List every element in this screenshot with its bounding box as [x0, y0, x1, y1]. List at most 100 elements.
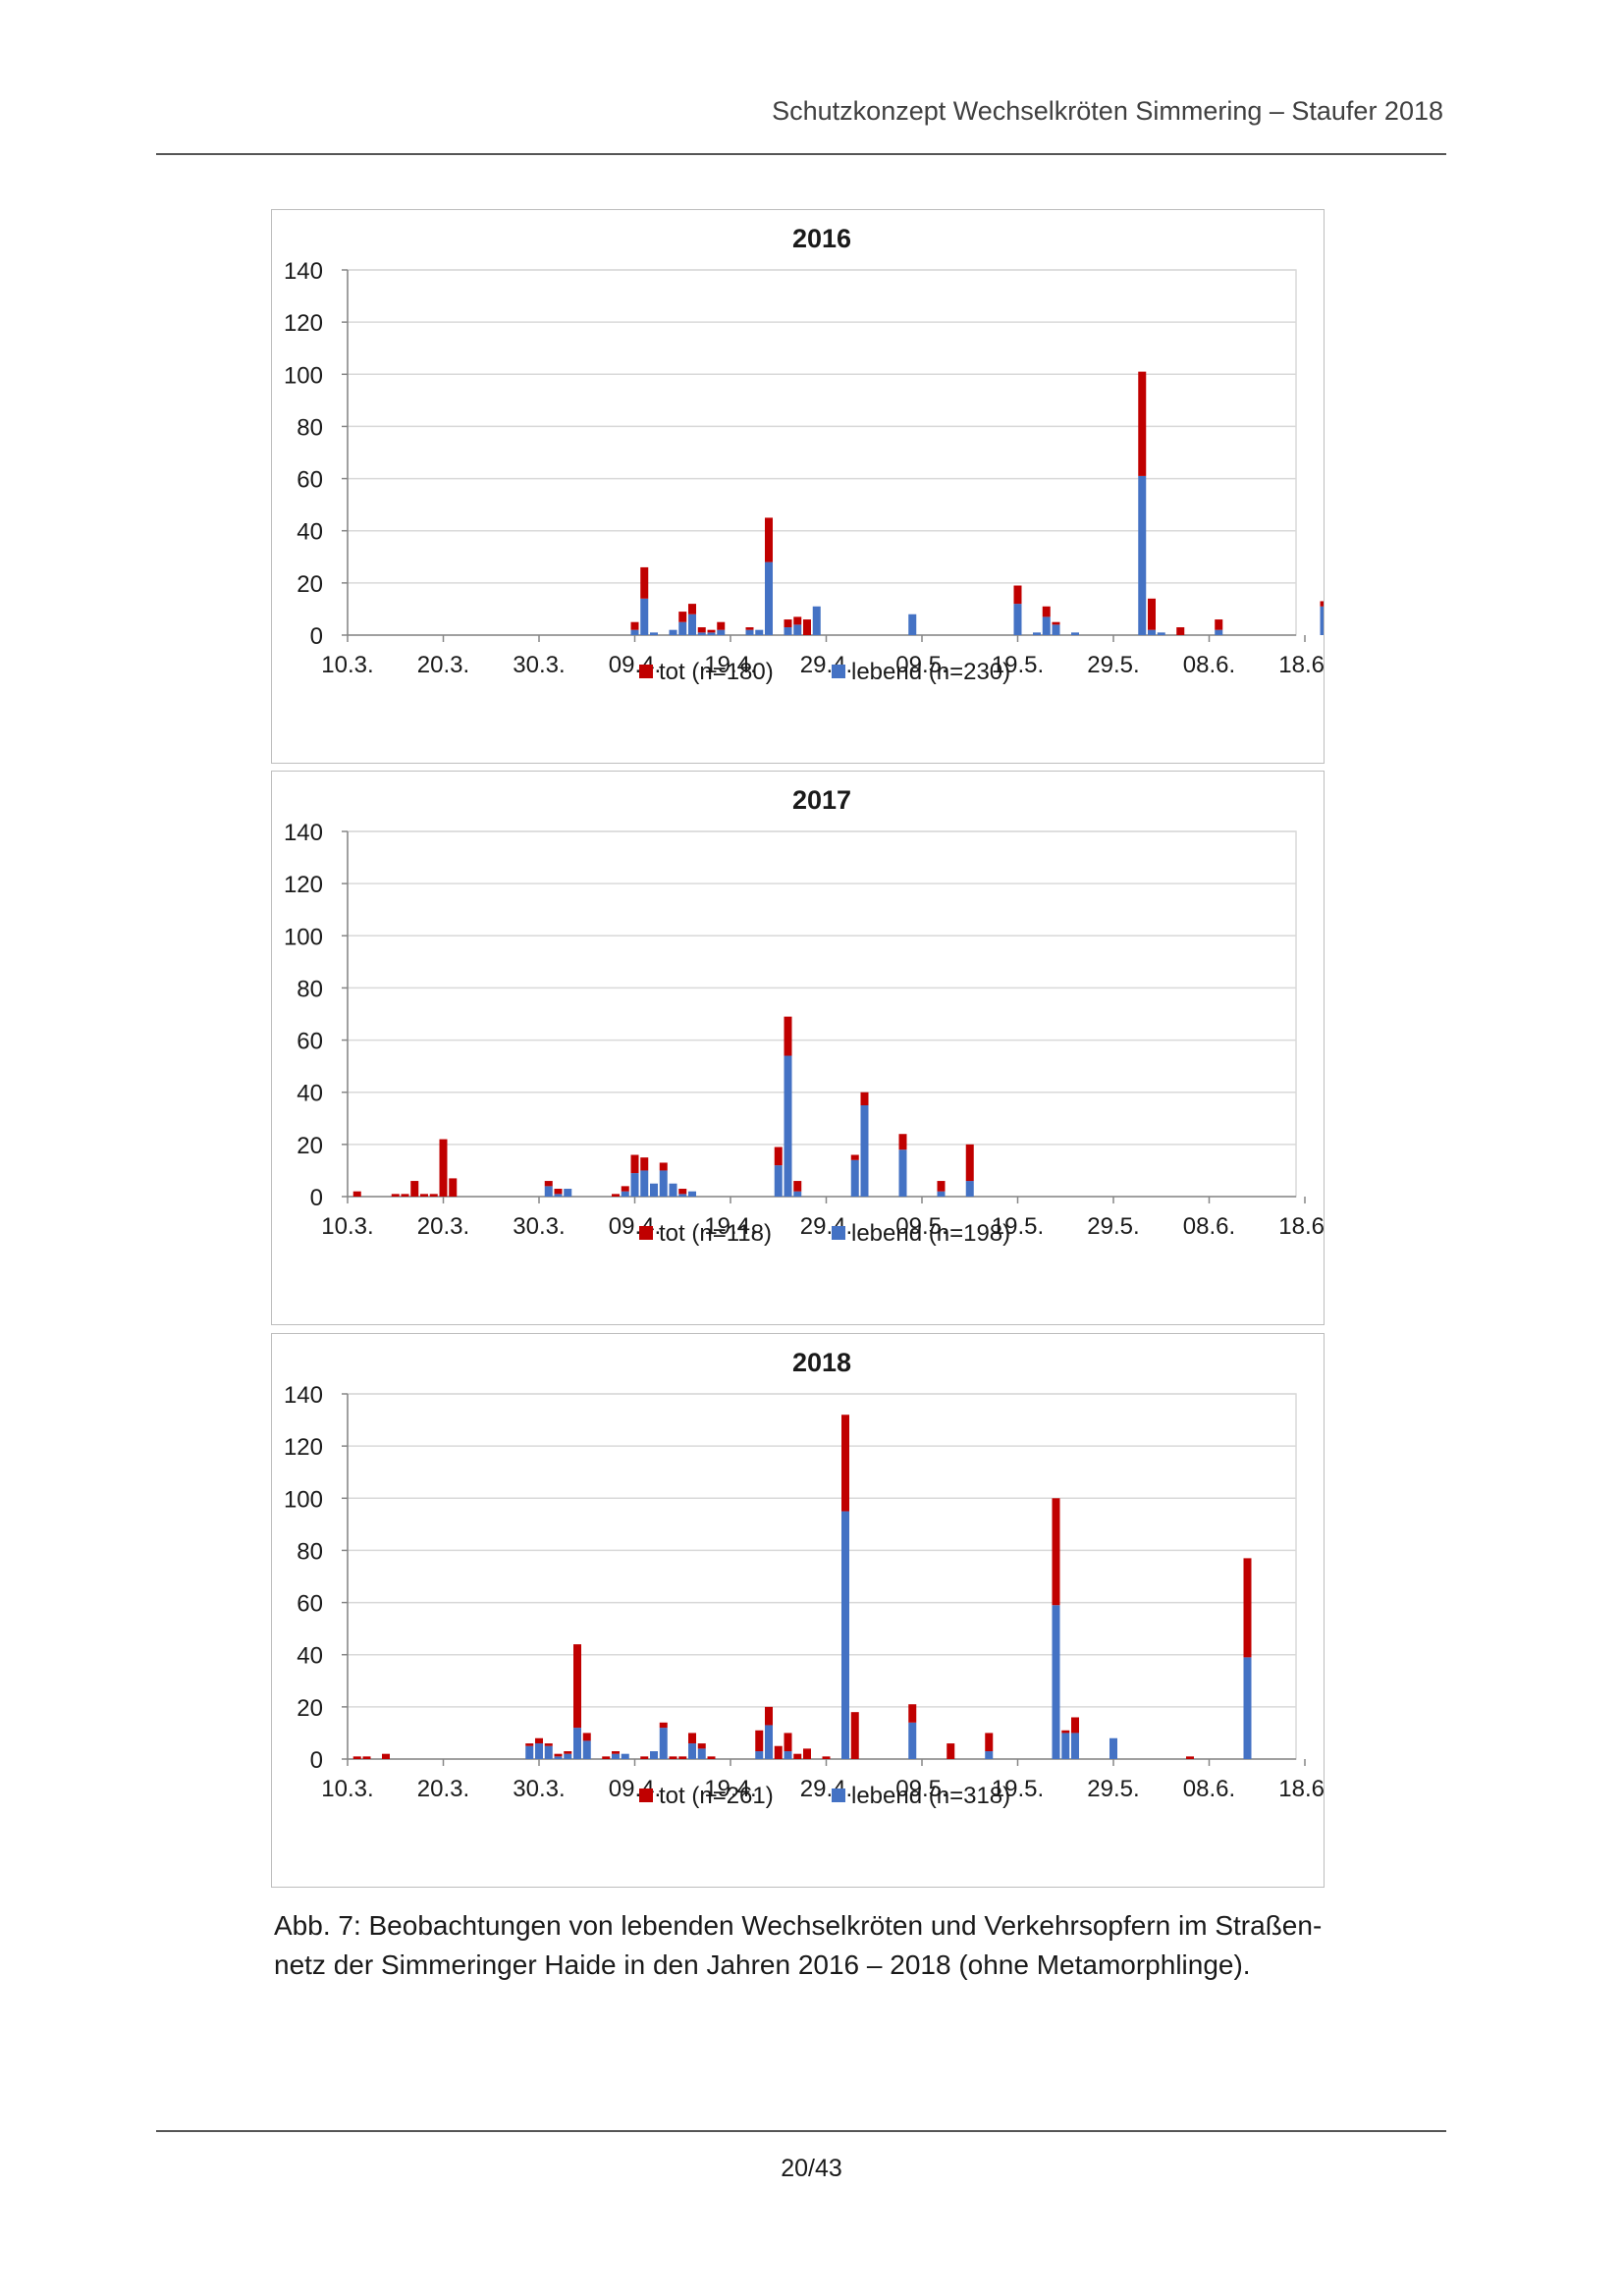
- bar-tot: [1042, 606, 1051, 617]
- legend-label-tot: tot (n=261): [659, 1783, 774, 1809]
- bar-tot: [630, 1154, 639, 1174]
- y-tick-label: 0: [310, 1747, 323, 1774]
- bar-tot: [573, 1644, 581, 1729]
- x-tick-label: 30.3.: [513, 1776, 565, 1802]
- bar-lebend: [1061, 1733, 1070, 1759]
- caption-line-2: netz der Simmeringer Haide in den Jahren…: [274, 1949, 1251, 1980]
- bar-lebend: [688, 1743, 696, 1759]
- header-rule: [156, 153, 1446, 155]
- legend: tot (n=261) lebend (n=318): [639, 1783, 1010, 1809]
- y-tick-label: 120: [284, 310, 323, 337]
- bar-tot: [352, 1191, 361, 1197]
- chart-2017-svg: 0 20 40 60 80 100 120 140 10.3. 20.3. 30.3. 09.4. 19…: [284, 785, 1324, 1247]
- y-tick-label: 0: [310, 1185, 323, 1211]
- chart-2017: 0 20 40 60 80 100 120 140 10.3. 20.3. 30.3. 09.4. 19…: [271, 771, 1325, 1325]
- bar-tot: [640, 1756, 649, 1759]
- bar-tot: [688, 604, 696, 614]
- bar-tot: [803, 1748, 811, 1759]
- bar-lebend: [717, 629, 726, 635]
- bar-tot: [1138, 371, 1147, 476]
- x-tick-label: 18.6.: [1278, 1776, 1324, 1802]
- x-tick-label: 18.6.: [1278, 1213, 1324, 1240]
- x-tick-label: 09.4.: [609, 652, 661, 678]
- bar-lebend: [564, 1753, 572, 1759]
- bar-tot: [755, 1730, 764, 1752]
- bar-lebend: [765, 1725, 773, 1759]
- bar-lebend: [937, 1191, 946, 1197]
- x-tick-label: 29.5.: [1087, 652, 1139, 678]
- bar-tot: [765, 517, 773, 562]
- chart-2018-svg: 0 20 40 60 80 100 120 140 10.3. 20.3. 30.3. 09.4. 19…: [284, 1348, 1324, 1809]
- bar-tot: [391, 1194, 400, 1197]
- bar-tot: [1215, 619, 1223, 630]
- bar-tot: [1052, 1498, 1060, 1606]
- bar-tot: [544, 1181, 553, 1187]
- bar-lebend: [1157, 632, 1165, 635]
- bar-lebend: [650, 632, 658, 635]
- bar-lebend: [659, 1170, 668, 1197]
- bar-tot: [659, 1722, 668, 1729]
- bar-tot: [784, 1016, 792, 1056]
- bar-lebend: [1071, 1733, 1079, 1759]
- bar-tot: [822, 1756, 831, 1759]
- bar-lebend: [697, 632, 706, 635]
- bar-lebend: [688, 1191, 696, 1197]
- x-tick-label: 19.4.: [704, 652, 756, 678]
- bar-lebend: [908, 614, 917, 635]
- bar-lebend: [908, 1722, 917, 1759]
- bar-tot: [678, 612, 687, 622]
- x-tick-label: 19.5.: [992, 1213, 1044, 1240]
- bar-lebend: [535, 1743, 543, 1759]
- x-tick-label: 09.4.: [609, 1213, 661, 1240]
- bar-tot: [621, 1186, 629, 1192]
- bar-tot: [582, 1733, 591, 1741]
- x-tick-label: 10.3.: [321, 1213, 373, 1240]
- bar-tot: [841, 1415, 849, 1512]
- y-tick-label: 40: [297, 519, 323, 546]
- y-tick-label: 100: [284, 362, 323, 389]
- bar-tot: [774, 1745, 783, 1759]
- x-tick-label: 19.5.: [992, 1776, 1044, 1802]
- legend-swatch-lebend: [832, 1789, 845, 1802]
- bar-tot: [382, 1753, 390, 1759]
- bar-tot: [640, 1157, 649, 1171]
- bar-tot: [554, 1189, 563, 1195]
- plot-area: [347, 1393, 1297, 1760]
- legend-swatch-lebend: [832, 1226, 845, 1240]
- bar-lebend: [812, 606, 821, 635]
- y-tick-label: 140: [284, 258, 323, 285]
- chart-2016-svg: 0 20 40 60 80 100 120 140 10.3. 20.3. 30.3. 09.4. 19…: [284, 224, 1324, 685]
- bar-lebend: [1243, 1657, 1252, 1759]
- bar-tot: [793, 1181, 802, 1192]
- bar-tot: [1071, 1717, 1079, 1734]
- bar-lebend: [1138, 475, 1147, 635]
- bar-lebend: [765, 561, 773, 635]
- legend-swatch-tot: [639, 1789, 653, 1802]
- y-tick-label: 40: [297, 1643, 323, 1670]
- plot-area: [347, 269, 1297, 636]
- y-tick-label: 80: [297, 414, 323, 441]
- bar-tot: [688, 1733, 696, 1744]
- y-tick-label: 20: [297, 1695, 323, 1722]
- x-tick-label: 30.3.: [513, 1213, 565, 1240]
- y-tick-label: 140: [284, 1382, 323, 1409]
- bar-tot: [420, 1194, 428, 1197]
- bar-tot: [850, 1154, 859, 1160]
- bar-tot: [535, 1737, 543, 1744]
- x-tick-label: 30.3.: [513, 652, 565, 678]
- bar-lebend: [793, 624, 802, 635]
- bar-lebend: [544, 1186, 553, 1197]
- chart-title: 2016: [792, 224, 851, 253]
- bar-tot: [362, 1756, 371, 1759]
- bar-tot: [1243, 1558, 1252, 1658]
- bar-tot: [860, 1092, 869, 1105]
- bar-lebend: [860, 1105, 869, 1197]
- x-tick-label: 18.6.: [1278, 652, 1324, 678]
- legend-swatch-tot: [639, 665, 653, 678]
- bar-tot: [401, 1194, 409, 1197]
- chart-title: 2018: [792, 1348, 851, 1377]
- bar-lebend: [669, 629, 677, 635]
- bar-tot: [707, 629, 716, 633]
- bar-lebend: [784, 627, 792, 635]
- bar-lebend: [621, 1191, 629, 1197]
